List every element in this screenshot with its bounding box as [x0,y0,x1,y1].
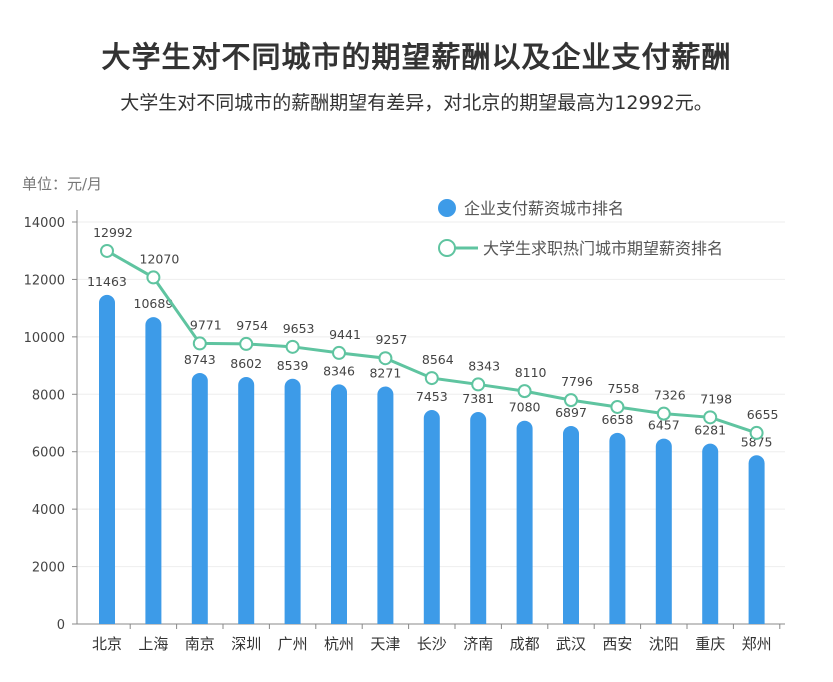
legend-line-marker [438,239,456,257]
y-tick-label: 8000 [32,388,65,403]
legend-bar-label: 企业支付薪资城市排名 [464,199,624,218]
y-tick-label: 14000 [24,216,65,231]
x-tick-label: 上海 [138,635,168,653]
line-label: 7326 [654,388,686,403]
bar-label: 5875 [741,434,773,449]
legend-bar-swatch [438,199,456,217]
line-point [471,377,486,392]
bar [516,420,533,624]
line-point [610,399,625,414]
bar [423,409,440,624]
y-tick-label: 2000 [32,561,65,576]
x-tick-label: 沈阳 [649,635,679,653]
bar-label: 8602 [230,356,262,371]
x-tick-label: 郑州 [742,635,772,653]
line-point [656,406,671,421]
line-point [100,243,114,258]
chart-title: 大学生对不同城市的期望薪酬以及企业支付薪酬 [101,40,732,74]
bar [191,372,208,624]
line-label: 8343 [468,358,500,373]
x-tick-label: 西安 [602,635,632,653]
x-tick-label: 重庆 [695,635,725,653]
y-tick-label: 6000 [32,446,65,461]
line-label: 7796 [561,374,593,389]
line-label: 8564 [422,352,454,367]
bar-label: 6281 [694,423,726,438]
line-point [378,351,393,366]
bar [748,455,765,624]
bar [99,294,115,624]
bar [238,376,255,624]
line-label: 9754 [236,318,268,333]
line-point [285,339,300,354]
bar-label: 8743 [184,352,216,367]
line-point [749,425,764,440]
line-label: 9771 [190,317,222,332]
bar [470,412,487,624]
bar [609,432,626,624]
bar-label: 10689 [134,296,174,311]
legend-line-label: 大学生求职热门城市期望薪资排名 [483,239,723,258]
bar [331,384,347,624]
x-tick-label: 深圳 [231,635,261,653]
line-label: 6655 [747,407,779,422]
line-point [332,345,346,360]
bar [284,378,301,624]
x-tick-label: 北京 [92,635,122,653]
x-tick-label: 杭州 [324,635,354,653]
line-point [192,336,207,351]
line-label: 7198 [700,391,732,406]
bar [655,438,672,624]
line-label: 9441 [329,327,361,342]
bar-label: 8539 [277,358,309,373]
y-tick-label: 4000 [32,503,65,518]
line-label: 7558 [607,381,639,396]
line-point [146,270,161,285]
y-tick-label: 12000 [24,273,65,288]
line-point [564,393,578,408]
line-label: 9257 [375,332,407,347]
bar-label: 6457 [648,418,680,433]
x-tick-label: 武汉 [556,635,586,653]
bar [145,317,162,624]
bar-label: 6658 [601,412,633,427]
bar [563,425,579,624]
line-point [424,371,439,386]
line-point [517,384,532,399]
line-label: 12992 [93,225,133,240]
x-tick-label: 天津 [370,635,400,653]
x-tick-label: 广州 [278,635,308,653]
bar-label: 8346 [323,363,355,378]
bar-label: 7453 [416,389,448,404]
chart-subtitle: 大学生对不同城市的薪酬期望有差异，对北京的期望最高为12992元。 [120,92,713,114]
line-point [703,410,718,425]
bar-label: 11463 [87,274,127,289]
bar-label: 8271 [369,366,401,381]
x-tick-label: 济南 [463,635,493,653]
line-label: 8110 [515,365,547,380]
bar [377,386,394,624]
bar-label: 6897 [555,405,587,420]
line-point [239,336,254,351]
unit-label: 单位：元/月 [22,175,103,193]
bar-label: 7381 [462,391,494,406]
bar-label: 7080 [509,400,541,415]
y-tick-label: 10000 [24,331,65,346]
line-label: 12070 [140,251,180,266]
y-tick-label: 0 [57,618,65,633]
x-tick-label: 南京 [185,635,215,653]
bar [702,443,719,624]
x-tick-label: 成都 [510,635,540,653]
line-label: 9653 [283,321,315,336]
x-tick-label: 长沙 [417,635,447,653]
